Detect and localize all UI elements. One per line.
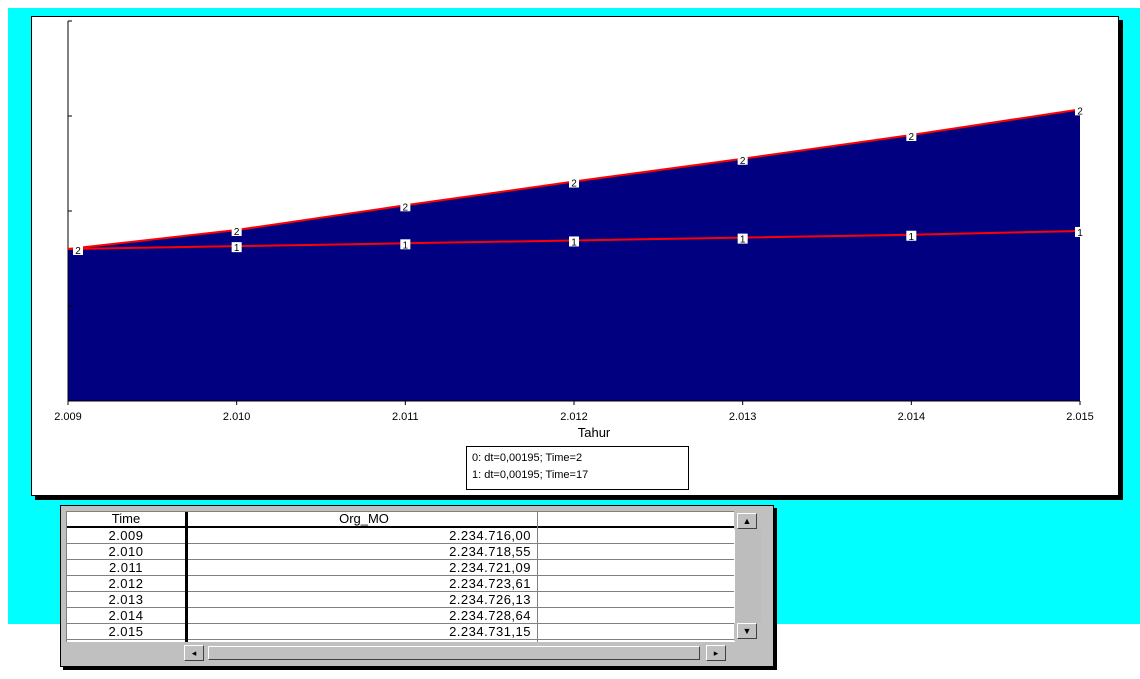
series-1-marker: 1: [906, 230, 917, 243]
cell-time: 2.015: [108, 624, 144, 639]
cell-org-mo: 2.234.728,64: [449, 608, 531, 623]
series-1-marker: 1: [569, 236, 579, 248]
x-tick-label: 2.009: [54, 411, 82, 423]
table-row[interactable]: 2.009 2.234.716,00: [67, 528, 735, 544]
series-2-marker: 2: [231, 226, 242, 238]
header-org-mo[interactable]: Org_MO: [339, 511, 389, 526]
table-header: Time Org_MO: [67, 512, 735, 528]
data-table: Time Org_MO 2.009 2.234.716,00 2.010 2.234.…: [66, 511, 735, 642]
table-row[interactable]: 2.015 2.234.731,15: [67, 624, 735, 640]
series-2-marker: 2: [400, 201, 411, 213]
series-2-marker: 2: [906, 131, 917, 143]
svg-text:1: 1: [909, 232, 915, 243]
svg-text:1: 1: [403, 240, 409, 251]
column-divider: [537, 512, 538, 642]
x-tick-label: 2.010: [223, 411, 251, 423]
legend-entry-1: 1: dt=0,00195; Time=17: [472, 469, 589, 481]
column-divider: [185, 512, 188, 642]
series-2-marker: 2: [569, 177, 579, 190]
x-tick-label: 2.011: [392, 411, 419, 423]
cell-org-mo: 2.234.731,15: [449, 624, 531, 639]
svg-text:2: 2: [234, 227, 240, 238]
plot-window: 2.009 2.010 2.011 2.012 2.013 2.014 2.015 Tahur…: [31, 16, 1119, 496]
svg-text:1: 1: [1077, 228, 1083, 239]
vertical-scrollbar[interactable]: ▲ ▼: [734, 511, 761, 641]
series-2-marker: 2: [737, 154, 748, 167]
cell-time: 2.014: [108, 608, 144, 623]
legend: 0: dt=0,00195; Time=2 1: dt=0,00195; Tim…: [466, 446, 689, 490]
svg-text:2: 2: [571, 179, 577, 190]
svg-text:2: 2: [740, 156, 746, 167]
area-chart: 2.009 2.010 2.011 2.012 2.013 2.014 2.015 Tahur…: [54, 20, 1094, 440]
cell-time: 2.011: [108, 560, 144, 575]
x-tick-label: 2.015: [1066, 411, 1094, 423]
cell-time: 2.013: [108, 592, 144, 607]
legend-entry-0: 0: dt=0,00195; Time=2: [472, 452, 583, 464]
x-tick-label: 2.013: [729, 411, 757, 423]
cell-org-mo: 2.234.718,55: [449, 544, 531, 559]
cell-org-mo: 2.234.726,13: [449, 592, 531, 607]
cell-time: 2.012: [108, 576, 144, 591]
table-row[interactable]: 2.014 2.234.728,64: [67, 608, 735, 624]
table-row[interactable]: 2.012 2.234.723,61: [67, 576, 735, 592]
x-tick-label: 2.014: [898, 411, 926, 423]
svg-text:2: 2: [909, 132, 915, 143]
cell-org-mo: 2.234.721,09: [449, 560, 531, 575]
svg-text:1: 1: [234, 243, 240, 254]
table-row[interactable]: 2.010 2.234.718,55: [67, 544, 735, 560]
svg-text:2: 2: [403, 202, 409, 213]
series-2-marker: 2: [73, 245, 83, 257]
scroll-down-icon[interactable]: ▼: [737, 623, 757, 639]
cell-time: 2.010: [108, 544, 144, 559]
svg-text:1: 1: [571, 237, 577, 248]
header-time[interactable]: Time: [111, 511, 141, 526]
scroll-track[interactable]: [734, 529, 761, 623]
horizontal-scrollbar[interactable]: ◂ ▸: [66, 643, 734, 661]
series-2-marker: 2: [1075, 105, 1085, 117]
table-row[interactable]: 2.013 2.234.726,13: [67, 592, 735, 608]
series-1-marker: 1: [231, 242, 242, 254]
area-fill: [68, 109, 1080, 401]
cell-org-mo: 2.234.716,00: [449, 528, 531, 543]
cell-org-mo: 2.234.723,61: [449, 576, 531, 591]
table-row[interactable]: 2.011 2.234.721,09: [67, 560, 735, 576]
series-1-marker: 1: [1075, 226, 1085, 239]
svg-text:2: 2: [1077, 106, 1083, 117]
data-table-window: Time Org_MO 2.009 2.234.716,00 2.010 2.234.…: [60, 505, 774, 667]
scroll-left-icon[interactable]: ◂: [184, 645, 204, 661]
scroll-thumb[interactable]: [208, 646, 700, 660]
svg-text:2: 2: [75, 246, 81, 257]
x-tick-label: 2.012: [560, 411, 588, 423]
scroll-up-icon[interactable]: ▲: [737, 513, 757, 529]
cell-time: 2.009: [108, 528, 144, 543]
series-1-marker: 1: [737, 233, 748, 246]
svg-text:1: 1: [740, 235, 746, 246]
scroll-right-icon[interactable]: ▸: [706, 645, 726, 661]
series-1-marker: 1: [400, 239, 411, 251]
x-axis-label: Tahur: [578, 425, 611, 440]
